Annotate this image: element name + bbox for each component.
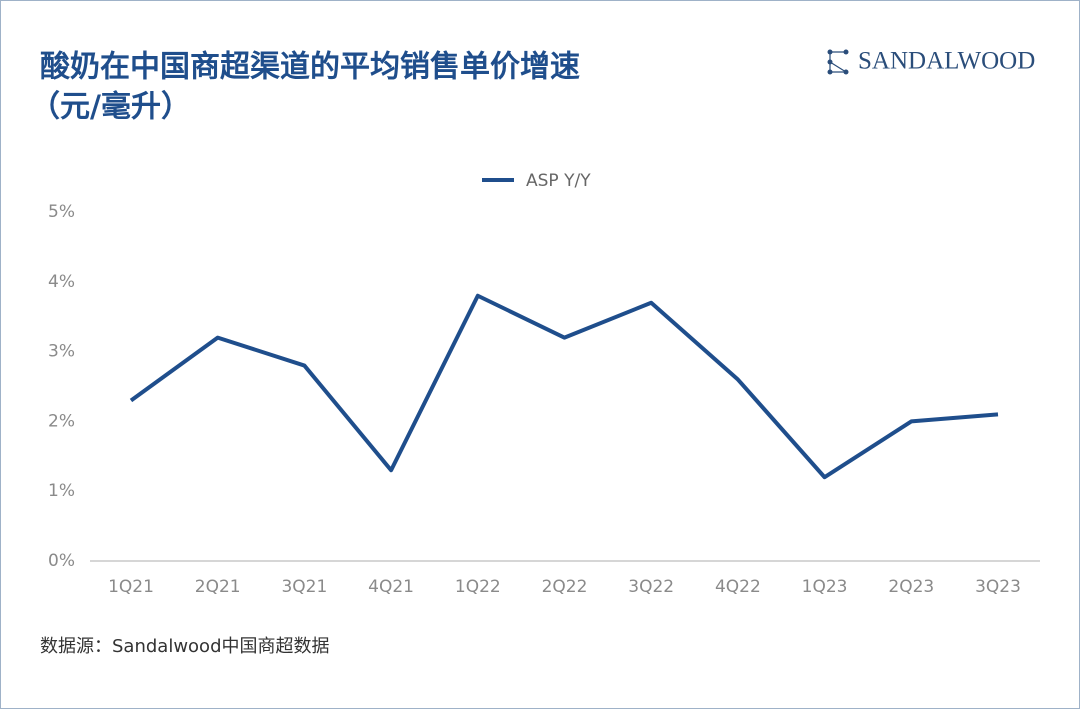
y-tick-label: 1% (48, 481, 75, 501)
line-series (129, 293, 999, 480)
y-tick-label: 3% (48, 342, 75, 362)
y-tick-label: 0% (48, 551, 75, 571)
x-tick-label: 2Q23 (888, 577, 934, 597)
source-note: 数据源：Sandalwood中国商超数据 (40, 636, 330, 657)
x-tick-label: 3Q23 (975, 577, 1021, 597)
x-tick-label: 1Q23 (802, 577, 848, 597)
x-tick-label: 1Q21 (108, 577, 154, 597)
y-tick-label: 5% (48, 202, 75, 222)
legend-label: ASP Y/Y (526, 171, 591, 191)
chart-title: 酸奶在中国商超渠道的平均销售单价增速 (40, 50, 580, 85)
x-tick-label: 3Q22 (628, 577, 674, 597)
x-tick-label: 4Q21 (368, 577, 414, 597)
x-tick-label: 2Q22 (542, 577, 588, 597)
x-tick-label: 2Q21 (195, 577, 241, 597)
chart-subtitle: （元/毫升） (30, 90, 191, 125)
brand: SANDALWOOD (858, 48, 1035, 75)
brand-logo (827, 49, 849, 75)
y-tick-label: 2% (48, 411, 75, 431)
y-tick-label: 4% (48, 272, 75, 292)
x-tick-label: 1Q22 (455, 577, 501, 597)
x-tick-label: 3Q21 (281, 577, 327, 597)
x-tick-label: 4Q22 (715, 577, 761, 597)
